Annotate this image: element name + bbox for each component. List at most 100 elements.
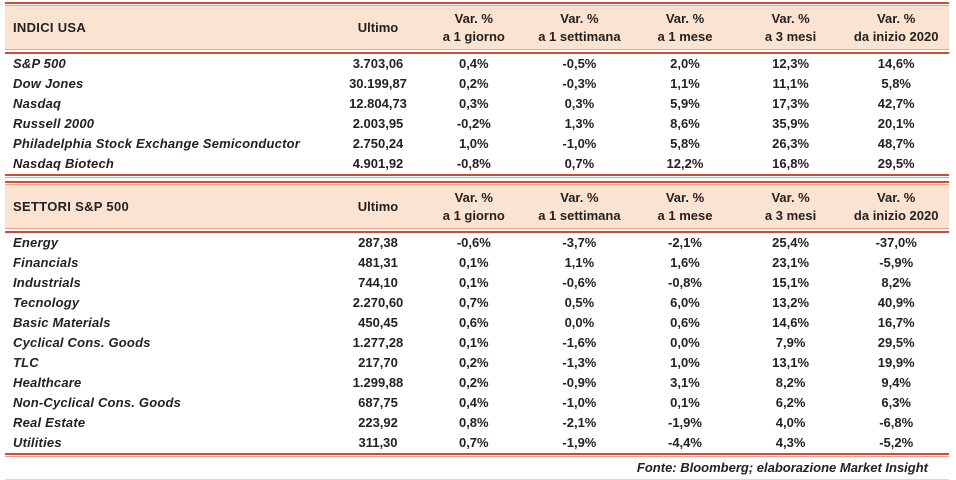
column-header-var-1-mese: Var. % a 1 mese — [632, 6, 738, 49]
value-cell: 0,0% — [564, 315, 595, 330]
row-label: TLC — [13, 355, 39, 370]
value-cell: 42,7% — [877, 96, 915, 111]
divider — [5, 228, 949, 233]
value-cell: 25,4% — [772, 235, 810, 250]
value-cell: 0,3% — [564, 96, 595, 111]
value-cell: 29,5% — [877, 156, 915, 171]
column-header-var-1-mese: Var. % a 1 mese — [632, 185, 738, 228]
value-cell: 6,0% — [670, 295, 700, 310]
value-cell: 16,7% — [877, 315, 915, 330]
table-row: TLC 217,70 0,2% -1,3% 1,0% 13,1% 19,9% — [5, 353, 949, 373]
value-cell: -1,0% — [562, 136, 597, 151]
value-cell: 0,2% — [458, 76, 489, 91]
value-cell: -4,4% — [668, 435, 702, 450]
var-period: a 1 settimana — [538, 207, 621, 223]
table-row: Industrials 744,10 0,1% -0,6% -0,8% 15,1% 8,2% — [5, 273, 949, 293]
value-cell: 481,31 — [358, 255, 398, 270]
row-label: Utilities — [13, 435, 62, 450]
value-cell: 450,45 — [358, 315, 398, 330]
value-cell: -0,2% — [456, 116, 491, 131]
value-cell: 1,0% — [458, 136, 489, 151]
table-row: Basic Materials 450,45 0,6% 0,0% 0,6% 14,6% 16… — [5, 313, 949, 333]
row-label: Healthcare — [13, 375, 82, 390]
value-cell: 5,9% — [670, 96, 700, 111]
table-row: Nasdaq Biotech 4.901,92 -0,8% 0,7% 12,2% 16,8… — [5, 154, 949, 174]
value-cell: -2,1% — [668, 235, 702, 250]
row-label: S&P 500 — [13, 56, 66, 71]
value-cell: 0,0% — [670, 335, 700, 350]
table-row: S&P 500 3.703,06 0,4% -0,5% 2,0% 12,3% 14,6% — [5, 54, 949, 74]
value-cell: -0,5% — [562, 56, 597, 71]
row-label: Non-Cyclical Cons. Goods — [13, 395, 182, 410]
divider — [5, 2, 949, 6]
divider — [5, 453, 949, 457]
value-cell: 2.270,60 — [352, 295, 404, 310]
value-cell: -1,0% — [562, 395, 597, 410]
value-cell: -6,8% — [879, 415, 914, 430]
value-cell: 48,7% — [877, 136, 915, 151]
row-label: Russell 2000 — [13, 116, 95, 131]
value-cell: 13,2% — [772, 295, 810, 310]
value-cell: 1,6% — [670, 255, 700, 270]
var-period: a 1 giorno — [442, 207, 505, 223]
column-header-var-1-giorno: Var. % a 1 giorno — [421, 6, 527, 49]
column-header-var-inizio-2020: Var. % da inizio 2020 — [843, 6, 949, 49]
value-cell: -5,2% — [879, 435, 914, 450]
column-header-var-inizio-2020: Var. % da inizio 2020 — [843, 185, 949, 228]
table-row: Energy 287,38 -0,6% -3,7% -2,1% 25,4% -37,0% — [5, 233, 949, 253]
value-cell: 13,1% — [772, 355, 810, 370]
value-cell: 217,70 — [358, 355, 398, 370]
value-cell: 8,2% — [775, 375, 806, 390]
table-row: Non-Cyclical Cons. Goods 687,75 0,4% -1,0% 0… — [5, 393, 949, 413]
value-cell: -0,8% — [668, 275, 702, 290]
value-cell: 6,3% — [881, 395, 911, 410]
var-period: da inizio 2020 — [853, 207, 939, 223]
var-label: Var. % — [771, 189, 810, 205]
value-cell: 16,8% — [772, 156, 810, 171]
var-label: Var. % — [665, 10, 705, 26]
value-cell: 0,4% — [458, 395, 489, 410]
table-row: Nasdaq 12.804,73 0,3% 0,3% 5,9% 17,3% 42,7% — [5, 94, 949, 114]
divider — [5, 174, 949, 178]
value-cell: 311,30 — [358, 435, 398, 450]
var-period: a 1 mese — [657, 28, 713, 44]
value-cell: -0,8% — [456, 156, 491, 171]
value-cell: -1,9% — [562, 435, 597, 450]
value-cell: 9,4% — [881, 375, 911, 390]
value-cell: -2,1% — [562, 415, 597, 430]
value-cell: 8,6% — [670, 116, 700, 131]
value-cell: 287,38 — [358, 235, 398, 250]
table-body: Energy 287,38 -0,6% -3,7% -2,1% 25,4% -37,0% Fi… — [5, 233, 949, 453]
value-cell: 23,1% — [772, 255, 810, 270]
value-cell: 1,1% — [564, 255, 595, 270]
var-label: Var. % — [877, 10, 916, 26]
footer: Fonte: Bloomberg; elaborazione Market In… — [5, 459, 949, 477]
value-cell: 2.003,95 — [352, 116, 404, 131]
value-cell: 5,8% — [881, 76, 911, 91]
value-cell: -0,6% — [562, 275, 597, 290]
value-cell: 6,2% — [775, 395, 806, 410]
divider — [5, 49, 949, 54]
table-row: Real Estate 223,92 0,8% -2,1% -1,9% 4,0% -6,8% — [5, 413, 949, 433]
row-label: Real Estate — [13, 415, 86, 430]
row-label: Basic Materials — [13, 315, 111, 330]
var-label: Var. % — [665, 189, 705, 205]
value-cell: 12,2% — [666, 156, 704, 171]
value-cell: 3,1% — [670, 375, 700, 390]
var-period: da inizio 2020 — [853, 28, 939, 44]
value-cell: 11,1% — [772, 76, 809, 91]
table-body: S&P 500 3.703,06 0,4% -0,5% 2,0% 12,3% 14,6% Do… — [5, 54, 949, 174]
column-header-var-3-mesi: Var. % a 3 mesi — [738, 6, 844, 49]
var-period: a 3 mesi — [764, 207, 817, 223]
value-cell: 1.277,28 — [352, 335, 404, 350]
column-header-ultimo: Ultimo — [357, 19, 399, 35]
value-cell: 26,3% — [772, 136, 810, 151]
value-cell: 0,2% — [458, 355, 489, 370]
value-cell: 5,8% — [670, 136, 700, 151]
row-label: Industrials — [13, 275, 81, 290]
table-row: Philadelphia Stock Exchange Semiconducto… — [5, 134, 949, 154]
table-row: Financials 481,31 0,1% 1,1% 1,6% 23,1% -5,9% — [5, 253, 949, 273]
value-cell: 0,7% — [564, 156, 595, 171]
value-cell: 17,3% — [772, 96, 810, 111]
value-cell: 30.199,87 — [349, 76, 407, 91]
